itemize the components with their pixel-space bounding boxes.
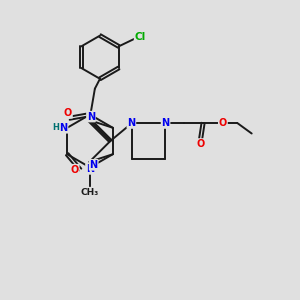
Text: N: N [87,112,95,122]
Text: N: N [127,118,135,128]
Text: O: O [64,108,72,118]
Text: N: N [90,160,98,170]
Text: O: O [196,139,205,149]
Text: H: H [52,123,59,132]
Text: CH₃: CH₃ [81,188,99,196]
Text: N: N [86,164,94,174]
Text: N: N [59,123,68,133]
Text: N: N [161,118,169,128]
Text: O: O [219,118,227,128]
Text: O: O [70,165,79,175]
Text: Cl: Cl [135,32,146,42]
